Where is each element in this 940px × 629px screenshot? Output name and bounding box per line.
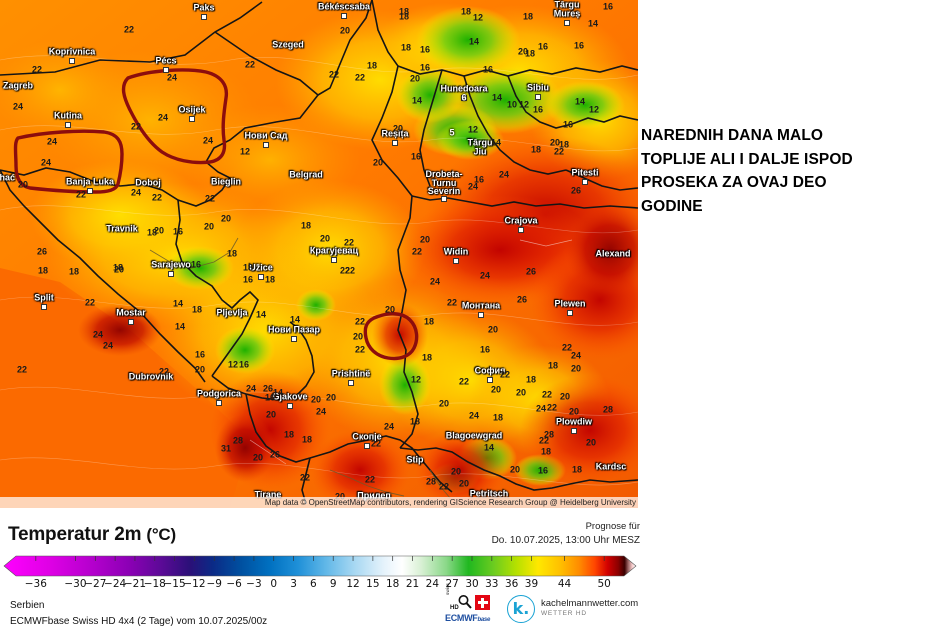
city-marker	[487, 377, 493, 383]
city-marker	[287, 403, 293, 409]
city-marker	[87, 188, 93, 194]
model-info: ECMWFbase Swiss HD 4x4 (2 Tage) vom 10.0…	[10, 614, 267, 629]
city-marker	[291, 336, 297, 342]
city-marker	[69, 58, 75, 64]
city-marker	[348, 380, 354, 386]
scale-tick-label: 15	[366, 578, 379, 590]
annotation-shape-banjaluka	[16, 131, 123, 192]
scale-tick-label: 30	[465, 578, 478, 590]
legend-unit: (°C)	[146, 525, 176, 544]
footer-info: Serbien ECMWFbase Swiss HD 4x4 (2 Tage) …	[10, 598, 267, 629]
city-marker	[453, 258, 459, 264]
scale-tick-label: 50	[597, 578, 610, 590]
osm-attribution: Map data © OpenStreetMap contributors, r…	[0, 497, 638, 508]
city-marker	[216, 400, 222, 406]
magnifier-icon	[457, 594, 473, 610]
swiss-label: swiss	[445, 583, 450, 595]
scale-tick-label: 33	[485, 578, 498, 590]
scale-tick-label: −36	[25, 578, 47, 590]
color-scale-bar	[0, 553, 640, 579]
scale-tick-label: 39	[525, 578, 538, 590]
headline-line-3: PROSEKA ZA OVAJ DEO	[641, 171, 939, 195]
city-marker	[364, 443, 370, 449]
kw-subtitle: WETTER HD	[541, 610, 587, 617]
ecmwf-swiss-hd-logo: swiss HD ECMWFbase	[445, 594, 503, 624]
scale-tick-label: 0	[270, 578, 277, 590]
annotation-shape-osijek	[124, 70, 227, 163]
scale-tick-label: 44	[558, 578, 571, 590]
city-marker	[392, 140, 398, 146]
page-title: Temperatur 2m (°C)	[8, 524, 176, 546]
ecmwf-wordmark: ECMWFbase	[445, 613, 490, 623]
hand-drawn-annotations	[0, 0, 638, 508]
city-marker	[564, 20, 570, 26]
scale-tick-label: 24	[426, 578, 439, 590]
headline-line-4: GODINE	[641, 195, 939, 219]
scale-tick-label: −12	[183, 578, 205, 590]
scale-tick-label: −3	[246, 578, 261, 590]
scale-tick-label: −9	[207, 578, 222, 590]
city-marker	[201, 14, 207, 20]
city-marker	[168, 271, 174, 277]
scale-tick-label: 6	[310, 578, 317, 590]
forecast-label: Prognose für	[492, 521, 640, 534]
scale-tick-label: 12	[346, 578, 359, 590]
scale-tick-label: −6	[226, 578, 241, 590]
city-marker	[571, 428, 577, 434]
scale-tick-label: 9	[330, 578, 337, 590]
city-marker	[582, 179, 588, 185]
city-marker	[189, 116, 195, 122]
city-marker	[478, 312, 484, 318]
city-marker	[263, 142, 269, 148]
kw-k-glyph: k.	[507, 595, 535, 623]
city-marker	[535, 94, 541, 100]
headline-line-2: TOPLIJE ALI I DALJE ISPOD	[641, 148, 939, 172]
logo-group: swiss HD ECMWFbase k. kachelmannwetter.c…	[445, 594, 645, 624]
city-marker	[441, 196, 447, 202]
city-marker	[461, 95, 467, 101]
region-name: Serbien	[10, 598, 267, 614]
kw-name: kachelmannwetter.com	[541, 598, 638, 609]
forecast-timestamp: Do. 10.07.2025, 13:00 Uhr MESZ	[492, 534, 640, 548]
city-marker	[331, 257, 337, 263]
city-marker	[258, 274, 264, 280]
legend-title-text: Temperatur 2m	[8, 524, 141, 545]
scale-tick-label: 21	[406, 578, 419, 590]
headline-line-1: NAREDNIH DANA MALO	[641, 124, 939, 148]
scale-tick-label: 36	[505, 578, 518, 590]
city-marker	[41, 304, 47, 310]
city-marker	[163, 67, 169, 73]
forecast-info: Prognose für Do. 10.07.2025, 13:00 Uhr M…	[492, 521, 640, 547]
scale-tick-label: 3	[290, 578, 297, 590]
city-marker	[518, 227, 524, 233]
city-marker	[128, 319, 134, 325]
city-marker	[65, 122, 71, 128]
swiss-flag-icon	[475, 595, 490, 610]
legend-panel: Temperatur 2m (°C) Prognose für Do. 10.0…	[0, 508, 940, 628]
annotation-shape-nis	[365, 314, 416, 359]
scale-tick-label: 18	[386, 578, 399, 590]
city-marker	[567, 310, 573, 316]
city-marker	[341, 13, 347, 19]
